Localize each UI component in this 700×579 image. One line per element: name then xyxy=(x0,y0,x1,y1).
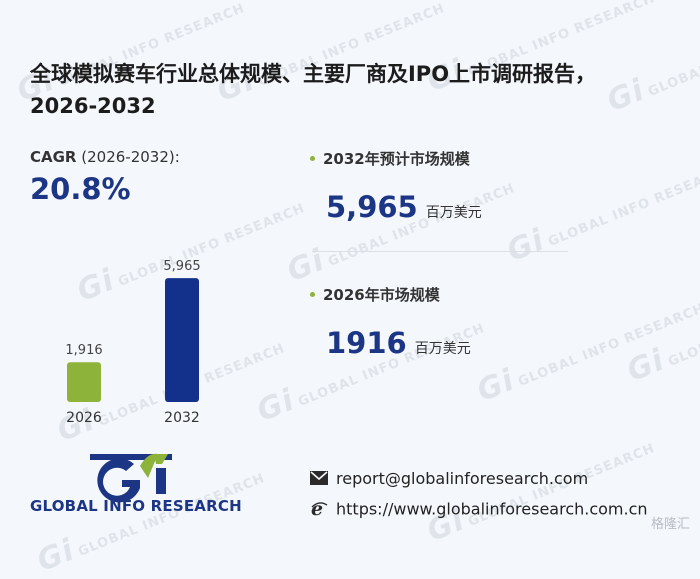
page-title: 全球模拟赛车行业总体规模、主要厂商及IPO上市调研报告，2026-2032 xyxy=(30,62,597,118)
market-2032-label-row: 2032年预计市场规模 xyxy=(310,148,470,169)
logo-text: GLOBAL INFO RESEARCH xyxy=(30,497,242,515)
gi-logo-icon xyxy=(90,453,172,503)
watermark: GiGLOBAL INFO RESEARCH xyxy=(282,180,518,289)
envelope-icon xyxy=(310,470,328,489)
market-2026-label-row: 2026年市场规模 xyxy=(310,284,440,305)
bullet-dot xyxy=(310,292,315,297)
market-2026-value-row: 1916 百万美元 xyxy=(326,326,471,360)
watermark: GiGLOBAL INFO RESEARCH xyxy=(472,300,700,409)
bar-2032 xyxy=(165,278,199,402)
cagr-value: 20.8% xyxy=(30,172,131,206)
market-2032-unit: 百万美元 xyxy=(425,205,482,221)
watermark: GiGLOBAL INFO RESEARCH xyxy=(622,281,700,389)
market-2026-unit: 百万美元 xyxy=(414,341,471,357)
bullet-dot xyxy=(310,156,315,161)
contact-email[interactable]: report@globalinforesearch.com xyxy=(336,469,589,488)
watermark: GiGLOBAL INFO RESEARCH xyxy=(252,320,488,429)
cagr-label: CAGR (2026-2032): xyxy=(30,148,180,166)
bar-chart: 1,916 2026 5,965 2032 xyxy=(65,259,200,426)
market-2032-value: 5,965 xyxy=(326,190,418,224)
bar-value-label-2032: 5,965 xyxy=(163,259,200,274)
market-2032-label: 2032年预计市场规模 xyxy=(323,150,470,168)
market-2026-value: 1916 xyxy=(326,326,407,360)
contact-web-row: e https://www.globalinforesearch.com.cn xyxy=(310,498,648,521)
ie-globe-icon: e xyxy=(310,498,328,521)
bar-value-label-2026: 1,916 xyxy=(65,343,102,358)
category-label-2026: 2026 xyxy=(66,410,102,426)
divider xyxy=(312,251,568,252)
market-2032-value-row: 5,965 百万美元 xyxy=(326,190,482,224)
market-2026-label: 2026年市场规模 xyxy=(323,286,440,304)
contact-website[interactable]: https://www.globalinforesearch.com.cn xyxy=(336,499,648,519)
svg-text:e: e xyxy=(311,499,323,517)
bar-2026 xyxy=(67,362,101,402)
contact-email-row: report@globalinforesearch.com xyxy=(310,469,588,489)
category-label-2032: 2032 xyxy=(164,410,200,426)
source-watermark: 格隆汇 xyxy=(650,517,690,532)
